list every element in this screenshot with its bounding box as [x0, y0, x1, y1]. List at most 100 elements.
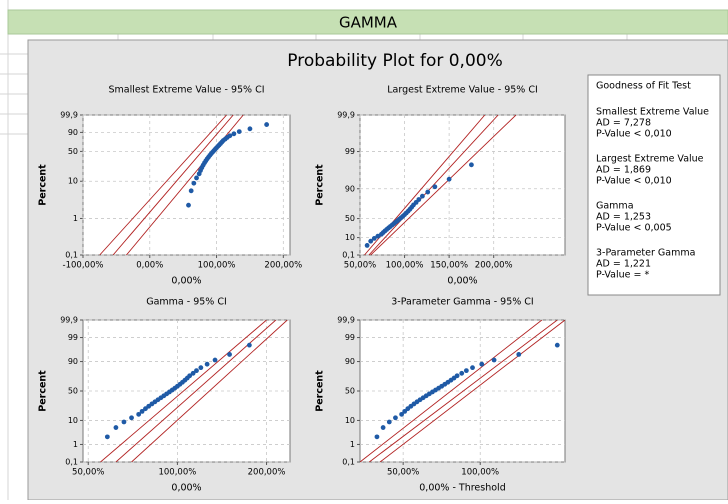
fit-line [360, 320, 543, 462]
x-axis-label: 0,00% [171, 483, 201, 494]
data-point [463, 368, 469, 374]
data-point [432, 184, 438, 190]
data-point [416, 197, 422, 202]
gof-name: 3-Parameter Gamma [596, 248, 695, 259]
data-point [191, 180, 197, 186]
gof-name: Gamma [596, 201, 634, 212]
y-tick-label: 1 [350, 440, 355, 449]
plot-area [82, 114, 291, 256]
gof-p-value: P-Value < 0,005 [596, 223, 672, 234]
y-tick-label: 99 [345, 147, 355, 156]
data-point [374, 434, 380, 440]
y-tick-label: 50 [68, 147, 78, 156]
data-point [554, 342, 560, 348]
data-point [368, 238, 374, 244]
x-axis-label: 0,00% - Threshold [419, 483, 505, 494]
y-tick-label: 90 [68, 357, 78, 366]
y-axis-label: Percent [315, 164, 326, 206]
data-point [247, 126, 253, 132]
y-tick-label: 50 [345, 214, 355, 223]
y-tick-label: 99 [345, 333, 355, 342]
y-tick-label: 90 [345, 357, 355, 366]
data-point [454, 373, 460, 379]
data-point [516, 352, 522, 357]
plot-content [99, 115, 270, 255]
data-point [121, 419, 127, 425]
x-tick-label: 50,00% [344, 261, 376, 271]
y-tick-label: 99,9 [337, 111, 355, 120]
plot-content [360, 320, 565, 462]
data-point [393, 415, 398, 421]
x-tick-label: 100,00% [386, 261, 424, 271]
y-tick-label: 0,1 [342, 458, 355, 467]
y-tick-label: 90 [68, 128, 78, 137]
fit-line [368, 320, 558, 462]
x-tick-label: -100,00% [63, 261, 104, 271]
x-axis-label: 0,00% [171, 276, 201, 287]
fit-line [100, 320, 267, 462]
y-tick-label: 10 [345, 233, 355, 242]
data-point [479, 361, 485, 367]
data-point [212, 357, 218, 363]
plot-title: Smallest Extreme Value - 95% CI [108, 85, 264, 96]
data-point [139, 408, 145, 414]
x-axis-label: 0,00% [447, 276, 477, 287]
data-point [459, 370, 465, 376]
gof-name: Smallest Extreme Value [596, 107, 709, 118]
fit-line [112, 115, 234, 255]
plot-area [359, 114, 566, 256]
plot-title: Gamma - 95% CI [146, 297, 227, 308]
plot-title: 3-Parameter Gamma - 95% CI [391, 297, 533, 308]
data-point [425, 189, 431, 195]
data-point [491, 357, 497, 363]
data-point [380, 425, 386, 430]
data-point [236, 129, 242, 135]
x-tick-label: 0,00% [136, 261, 163, 271]
data-point [419, 193, 425, 199]
data-point [136, 411, 142, 417]
data-point [227, 133, 233, 139]
data-point [469, 162, 474, 168]
data-point [371, 235, 377, 241]
x-tick-label: 200,00% [248, 468, 286, 478]
gof-name: Largest Extreme Value [596, 154, 704, 165]
y-tick-label: 50 [68, 387, 78, 396]
data-point [364, 243, 370, 248]
data-point [194, 175, 199, 181]
data-point [386, 419, 392, 425]
y-axis-label: Percent [38, 164, 49, 206]
data-point [143, 406, 148, 412]
y-tick-label: 10 [68, 177, 78, 186]
data-point [194, 368, 199, 374]
y-tick-label: 99,9 [60, 316, 78, 325]
gof-p-value: P-Value < 0,010 [596, 129, 672, 140]
fit-line [379, 320, 565, 462]
data-point [190, 370, 196, 376]
figure-title: Probability Plot for 0,00% [287, 51, 503, 71]
data-point [231, 131, 237, 137]
plot-content [100, 320, 288, 462]
x-tick-label: 50,00% [387, 468, 419, 478]
data-point [446, 176, 452, 182]
x-tick-label: 100,00% [461, 468, 499, 478]
gof-box [587, 74, 721, 296]
y-tick-label: 10 [345, 416, 355, 425]
data-point [470, 365, 475, 371]
data-point [198, 365, 204, 371]
plot-title: Largest Extreme Value - 95% CI [387, 85, 538, 96]
y-tick-label: 0,1 [65, 251, 78, 260]
plot-content [364, 115, 517, 255]
y-tick-label: 10 [68, 416, 78, 425]
data-point [399, 411, 405, 417]
gof-p-value: P-Value = * [596, 270, 649, 281]
gof-ad: AD = 1,869 [596, 165, 651, 176]
data-point [264, 122, 270, 127]
data-point [246, 342, 252, 348]
data-point [375, 233, 381, 239]
data-point [186, 202, 191, 208]
gof-p-value: P-Value < 0,010 [596, 176, 672, 187]
y-tick-label: 50 [345, 387, 355, 396]
x-tick-label: 50,00% [72, 468, 104, 478]
